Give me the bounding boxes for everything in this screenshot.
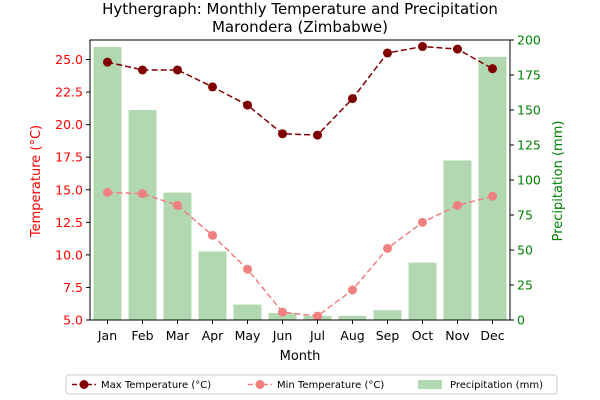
precipitation-bars <box>93 47 507 321</box>
min-temp-point-may <box>243 264 252 274</box>
max-temp-point-jun <box>278 129 287 139</box>
min-temp-point-feb <box>138 189 147 199</box>
left-tick-label: 10.0 <box>55 247 83 262</box>
max-temp-point-nov <box>453 44 462 54</box>
min-temp-point-dec <box>488 191 497 201</box>
left-tick-label: 17.5 <box>55 150 83 165</box>
x-axis-ticks: Jan Feb Mar Apr May Jun Jul Aug Sep Oct Nov Dec <box>97 320 505 343</box>
x-tick-label-nov: Nov <box>445 328 470 343</box>
precip-bar-jan <box>93 47 122 320</box>
min-temp-point-jun <box>278 307 287 317</box>
precip-bar-aug <box>338 315 367 320</box>
right-tick-label: 0 <box>517 313 525 328</box>
min-temp-point-apr <box>208 230 217 240</box>
left-axis-ticks: 5.0 7.5 10.0 12.5 15.0 17.5 20.0 22.5 25.0 <box>55 52 90 328</box>
min-temp-point-nov <box>453 200 462 210</box>
x-tick-label-dec: Dec <box>480 328 504 343</box>
x-tick-label-jan: Jan <box>97 328 117 343</box>
x-tick-label-oct: Oct <box>412 328 434 343</box>
right-tick-label: 175 <box>517 68 541 83</box>
max-temp-point-may <box>243 100 252 110</box>
x-tick-label-mar: Mar <box>166 328 190 343</box>
precip-bar-may <box>233 304 262 320</box>
x-axis-label: Month <box>280 349 321 364</box>
min-temp-point-aug <box>348 285 357 295</box>
right-tick-label: 150 <box>517 103 541 118</box>
max-temp-point-sep <box>383 48 392 58</box>
left-tick-label: 15.0 <box>55 182 83 197</box>
right-tick-label: 50 <box>517 243 533 258</box>
legend-max-label: Max Temperature (°C) <box>101 380 211 391</box>
legend-entry-min: Min Temperature (°C) <box>248 380 384 391</box>
max-temp-point-jul <box>313 130 322 140</box>
legend-max-swatch-marker <box>79 380 89 389</box>
precip-bar-dec <box>478 56 507 321</box>
x-tick-label-jun: Jun <box>272 328 293 343</box>
min-temp-point-oct <box>418 217 427 227</box>
legend-precip-swatch <box>418 380 442 389</box>
max-temp-point-dec <box>488 64 497 74</box>
max-temp-point-apr <box>208 82 217 92</box>
min-temp-point-jan <box>103 187 112 197</box>
min-temp-point-sep <box>383 243 392 253</box>
legend-entry-precip: Precipitation (mm) <box>418 380 543 391</box>
legend-box <box>65 374 558 395</box>
chart-title-line2: Marondera (Zimbabwe) <box>212 18 388 36</box>
left-tick-label: 12.5 <box>55 215 83 230</box>
right-tick-label: 125 <box>517 138 541 153</box>
max-temperature-line <box>103 42 497 140</box>
left-axis-label: Temperature (°C) <box>29 125 44 238</box>
left-tick-label: 5.0 <box>63 313 83 328</box>
x-tick-label-feb: Feb <box>131 328 153 343</box>
precip-bar-apr <box>198 251 227 320</box>
min-temp-line-path <box>107 191 493 317</box>
x-tick-label-apr: Apr <box>202 328 224 343</box>
min-temp-point-jul <box>313 311 322 321</box>
x-tick-label-sep: Sep <box>376 328 400 343</box>
legend-min-swatch-marker <box>255 380 265 389</box>
legend: Max Temperature (°C) Min Temperature (°C… <box>65 374 558 395</box>
right-tick-label: 100 <box>517 173 541 188</box>
precip-bar-mar <box>163 192 192 320</box>
legend-min-label: Min Temperature (°C) <box>277 380 384 391</box>
left-tick-label: 20.0 <box>55 117 83 132</box>
left-tick-label: 25.0 <box>55 52 83 67</box>
x-tick-label-may: May <box>235 328 261 343</box>
max-temp-line-path <box>107 45 493 136</box>
precip-bar-nov <box>443 160 472 320</box>
chart-title-line1: Hythergraph: Monthly Temperature and Pre… <box>102 0 498 18</box>
legend-precip-label: Precipitation (mm) <box>450 380 543 391</box>
max-temp-point-jan <box>103 57 112 67</box>
min-temperature-line <box>103 187 497 321</box>
precip-bar-feb <box>128 110 157 320</box>
max-temp-point-oct <box>418 42 427 52</box>
min-temp-point-mar <box>173 200 182 210</box>
max-temp-point-mar <box>173 65 182 75</box>
x-tick-label-aug: Aug <box>340 328 364 343</box>
max-temp-point-aug <box>348 94 357 104</box>
right-tick-label: 25 <box>517 278 533 293</box>
precip-bar-sep <box>373 310 402 320</box>
precip-bar-oct <box>408 262 437 320</box>
right-tick-label: 75 <box>517 208 533 223</box>
left-tick-label: 7.5 <box>63 280 83 295</box>
max-temp-point-feb <box>138 65 147 75</box>
x-tick-label-jul: Jul <box>309 328 325 343</box>
right-axis-ticks: 0 25 50 75 100 125 150 175 200 <box>510 33 541 328</box>
legend-entry-max: Max Temperature (°C) <box>72 380 211 391</box>
left-tick-label: 22.5 <box>55 85 83 100</box>
right-tick-label: 200 <box>517 33 541 48</box>
right-axis-label: Precipitation (mm) <box>551 121 566 242</box>
